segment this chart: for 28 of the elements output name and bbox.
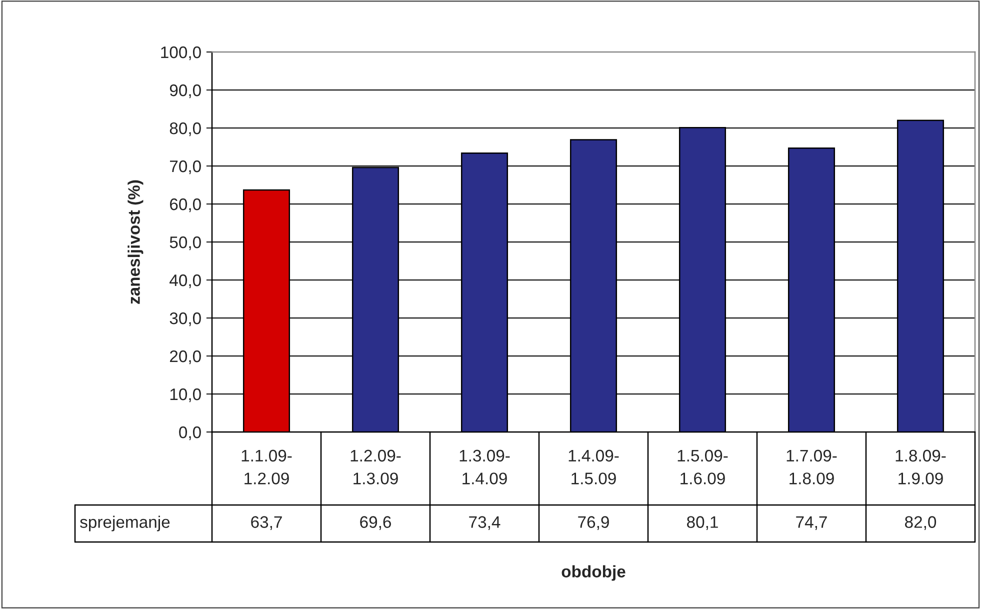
y-tick-label: 30,0	[170, 312, 201, 326]
y-tick-label: 40,0	[170, 274, 201, 288]
y-axis-title: zanesljivost (%)	[128, 180, 144, 304]
y-tick-label: 10,0	[170, 388, 201, 402]
y-tick-label: 80,0	[170, 122, 201, 136]
y-tick-label: 90,0	[170, 84, 201, 98]
data-label: 82,0	[905, 516, 936, 530]
x-tick-label: 1.1.09-1.2.09	[242, 450, 292, 484]
data-label: 69,6	[360, 516, 391, 530]
x-tick-label: 1.2.09-1.3.09	[350, 450, 401, 484]
y-tick-label: 0,0	[179, 426, 201, 440]
data-label: 63,7	[251, 516, 282, 530]
data-label: 74,7	[796, 516, 827, 530]
y-tick-label: 100,0	[161, 46, 201, 60]
x-tick-label: 1.5.09-1.6.09	[678, 450, 728, 484]
y-tick-label: 60,0	[170, 198, 201, 212]
x-tick-label: 1.3.09-1.4.09	[460, 450, 510, 484]
y-tick-label: 20,0	[170, 350, 201, 364]
x-tick-label: 1.4.09-1.5.09	[568, 450, 619, 484]
x-axis-title: obdobje	[562, 565, 626, 581]
data-label: 80,1	[687, 516, 718, 530]
x-tick-label: 1.8.09-1.9.09	[896, 450, 946, 484]
y-tick-label: 70,0	[170, 160, 201, 174]
y-tick-label: 50,0	[170, 236, 201, 250]
data-label: 73,4	[469, 516, 500, 530]
x-tick-label: 1.7.09-1.8.09	[786, 450, 837, 484]
legend-label: sprejemanje	[80, 516, 170, 532]
data-label: 76,9	[578, 516, 609, 530]
